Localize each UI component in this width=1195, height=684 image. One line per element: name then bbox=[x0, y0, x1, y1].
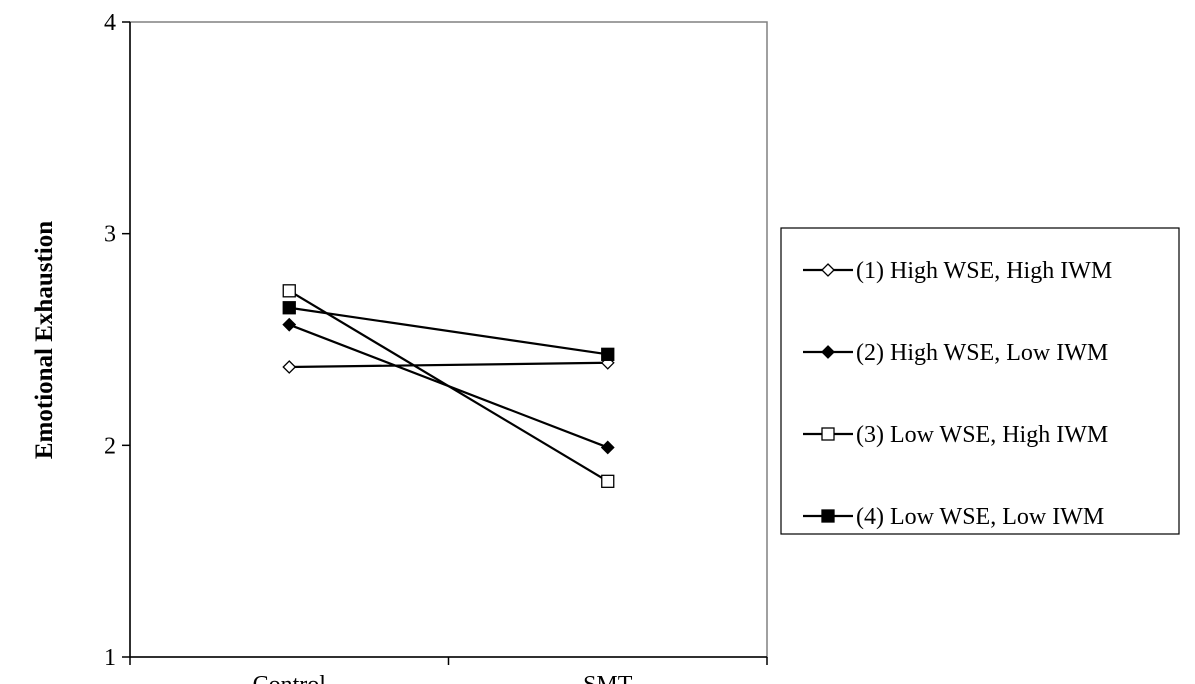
series-line-3 bbox=[288, 289, 609, 483]
data-point-series-3 bbox=[601, 474, 615, 488]
x-ticks: Control SMT bbox=[129, 657, 768, 684]
data-point-series-2 bbox=[600, 440, 615, 455]
series-line-1 bbox=[289, 361, 608, 369]
plot-area bbox=[129, 21, 768, 658]
data-point-series-2 bbox=[282, 317, 297, 332]
legend: (1) High WSE, High IWM (2) High WSE, Low … bbox=[780, 227, 1180, 535]
series-line-4 bbox=[289, 306, 608, 356]
legend-marker-4 bbox=[821, 509, 835, 523]
series-layer bbox=[282, 284, 615, 488]
y-tick-label: 3 bbox=[104, 222, 116, 248]
y-axis-label: Emotional Exhaustion bbox=[31, 221, 58, 459]
legend-box bbox=[780, 227, 1180, 535]
legend-label-2: (2) High WSE, Low IWM bbox=[856, 340, 1108, 366]
y-tick-label: 1 bbox=[104, 645, 116, 671]
y-tick-label: 2 bbox=[104, 433, 116, 459]
legend-label-4: (4) Low WSE, Low IWM bbox=[856, 504, 1104, 530]
y-ticks: 1 2 3 4 bbox=[104, 10, 130, 671]
legend-marker-3 bbox=[821, 427, 835, 441]
legend-marker-1 bbox=[821, 263, 835, 277]
x-tick-label: Control bbox=[253, 672, 327, 684]
legend-marker-2 bbox=[821, 345, 835, 359]
y-tick-label: 4 bbox=[104, 10, 116, 36]
legend-label-1: (1) High WSE, High IWM bbox=[856, 258, 1112, 284]
data-point-series-3 bbox=[282, 284, 296, 298]
legend-label-3: (3) Low WSE, High IWM bbox=[856, 422, 1108, 448]
data-point-series-1 bbox=[282, 360, 297, 374]
data-point-series-4 bbox=[282, 301, 296, 315]
data-point-series-4 bbox=[601, 347, 615, 361]
x-tick-label: SMT bbox=[583, 672, 633, 684]
